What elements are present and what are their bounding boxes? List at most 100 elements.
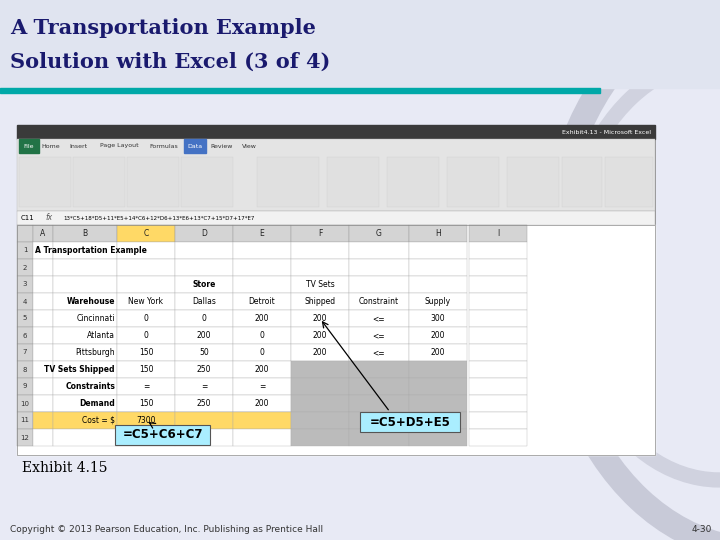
Text: 0: 0 [143, 331, 148, 340]
Text: 150: 150 [139, 348, 153, 357]
Text: Insert: Insert [69, 144, 87, 149]
Bar [233, 276, 291, 293]
Bar [291, 429, 349, 446]
Text: 200: 200 [431, 348, 445, 357]
Text: 7: 7 [23, 349, 27, 355]
Bar [409, 395, 467, 412]
Text: 4-30: 4-30 [692, 525, 712, 535]
Bar [233, 293, 291, 310]
Bar [73, 157, 125, 207]
Text: <=: <= [373, 348, 385, 357]
Bar [17, 378, 33, 395]
Bar [409, 378, 467, 395]
Text: 300: 300 [431, 314, 445, 323]
Text: 12: 12 [21, 435, 30, 441]
Bar [17, 429, 33, 446]
Bar [469, 259, 527, 276]
Bar [291, 259, 349, 276]
Text: A Transportation Example: A Transportation Example [35, 246, 147, 255]
Bar [233, 344, 291, 361]
Bar [409, 361, 467, 378]
Bar [409, 242, 467, 259]
Text: Demand: Demand [79, 399, 115, 408]
Bar [469, 412, 527, 429]
Bar [291, 276, 349, 293]
Text: 5: 5 [23, 315, 27, 321]
Bar [181, 157, 233, 207]
Bar [53, 276, 117, 293]
Bar [175, 412, 233, 429]
Bar [349, 378, 409, 395]
Bar [175, 259, 233, 276]
Text: View: View [242, 144, 256, 149]
Bar [17, 395, 33, 412]
Bar [17, 125, 655, 139]
Bar [409, 276, 467, 293]
Bar [349, 225, 409, 242]
Bar [175, 344, 233, 361]
Bar [53, 310, 117, 327]
Text: B: B [82, 229, 88, 238]
FancyBboxPatch shape [115, 425, 210, 445]
Text: Review: Review [211, 144, 233, 149]
Bar [17, 276, 33, 293]
Text: A Transportation Example: A Transportation Example [10, 18, 316, 38]
Bar [469, 225, 527, 242]
Text: 200: 200 [312, 348, 328, 357]
Bar [17, 125, 655, 455]
Text: Exhibit4.13 - Microsoft Excel: Exhibit4.13 - Microsoft Excel [562, 130, 651, 134]
Text: Page Layout: Page Layout [99, 144, 138, 149]
Bar [233, 429, 291, 446]
Bar [33, 412, 53, 429]
Text: =C5+C6+C7: =C5+C6+C7 [122, 429, 203, 442]
Bar [175, 225, 233, 242]
Bar [409, 344, 467, 361]
Bar [127, 157, 179, 207]
Text: Exhibit 4.15: Exhibit 4.15 [22, 461, 107, 475]
Bar [409, 259, 467, 276]
Text: F: F [318, 229, 322, 238]
Bar [33, 344, 53, 361]
Bar [291, 242, 349, 259]
Bar [117, 429, 175, 446]
Bar [233, 327, 291, 344]
Bar [117, 310, 175, 327]
Bar [409, 225, 467, 242]
Bar [349, 242, 409, 259]
Bar [349, 327, 409, 344]
Bar [117, 378, 175, 395]
Bar [53, 429, 117, 446]
Text: A: A [40, 229, 45, 238]
Bar [233, 412, 291, 429]
Text: =: = [143, 382, 149, 391]
Bar [349, 344, 409, 361]
Bar [0, 88, 600, 93]
Bar [17, 310, 33, 327]
Bar [469, 344, 527, 361]
Text: Supply: Supply [425, 297, 451, 306]
Text: Constraint: Constraint [359, 297, 399, 306]
Bar [291, 293, 349, 310]
Bar [19, 157, 71, 207]
Text: File: File [24, 144, 35, 149]
Bar [469, 361, 527, 378]
Bar [562, 157, 602, 207]
Bar [233, 361, 291, 378]
Text: I: I [497, 229, 499, 238]
Bar [17, 242, 33, 259]
Text: 200: 200 [255, 365, 269, 374]
Bar [33, 361, 53, 378]
Bar [33, 310, 53, 327]
Bar [291, 327, 349, 344]
Bar [175, 395, 233, 412]
Bar [53, 395, 117, 412]
Text: Pittsburgh: Pittsburgh [76, 348, 115, 357]
Text: Atlanta: Atlanta [87, 331, 115, 340]
Bar [349, 412, 409, 429]
Bar [117, 395, 175, 412]
Bar [17, 225, 655, 455]
Bar [33, 378, 53, 395]
Bar [469, 378, 527, 395]
Text: 6: 6 [23, 333, 27, 339]
Bar [469, 395, 527, 412]
